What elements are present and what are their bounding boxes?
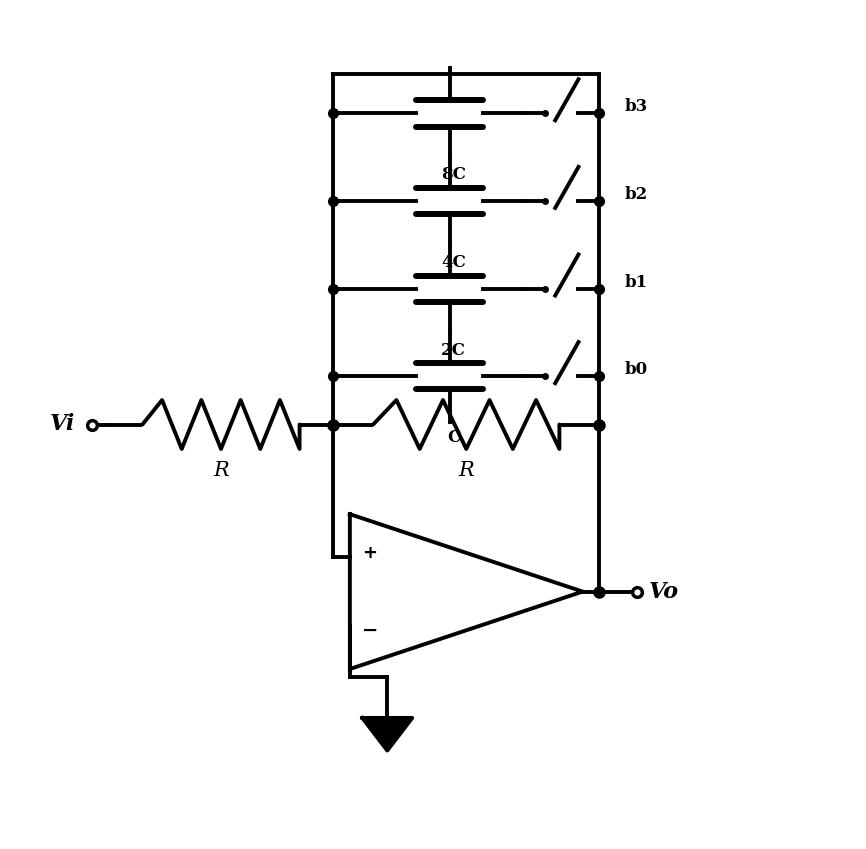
Text: b1: b1 — [624, 273, 648, 290]
Text: b3: b3 — [624, 98, 648, 115]
Text: +: + — [362, 543, 378, 562]
Polygon shape — [362, 718, 412, 751]
Text: b0: b0 — [624, 362, 648, 379]
Text: C: C — [447, 430, 461, 447]
Text: −: − — [362, 621, 378, 640]
Text: R: R — [458, 461, 474, 481]
Text: b2: b2 — [624, 186, 648, 203]
Text: 8C: 8C — [442, 166, 466, 183]
Text: R: R — [213, 461, 229, 481]
Text: 4C: 4C — [442, 254, 466, 271]
Text: Vi: Vi — [50, 413, 75, 436]
Text: Vo: Vo — [650, 581, 679, 603]
Text: 2C: 2C — [442, 341, 466, 358]
